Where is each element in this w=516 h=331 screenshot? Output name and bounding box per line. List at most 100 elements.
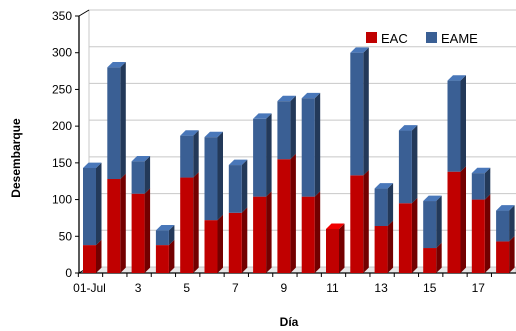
bar-eame-1	[83, 167, 96, 246]
bar-eac-13-side	[387, 220, 394, 273]
legend: EAC EAME	[366, 31, 478, 46]
x-tick-label: 7	[232, 281, 239, 295]
y-tick-label: 250	[52, 82, 72, 96]
x-tick-label: 5	[183, 281, 190, 295]
x-tick-label: 3	[135, 281, 142, 295]
bar-eame-18-side	[509, 205, 515, 242]
bar-eame-5-top	[180, 130, 199, 136]
bar-eac-4-side	[168, 239, 175, 273]
bar-eame-1-side	[96, 162, 102, 246]
bar-eame-9-side	[290, 95, 296, 160]
bar-eac-10-side	[314, 191, 321, 273]
bar-eame-10-side	[314, 92, 321, 197]
y-tick-labels: 0 50 100 150 200 250 300 350	[52, 9, 72, 280]
bar-eac-14	[398, 203, 412, 273]
bar-eame-9	[277, 101, 291, 160]
x-tick-label: 11	[326, 281, 339, 295]
bar-eame-18-top	[496, 205, 515, 211]
bar-eame-14-top	[398, 125, 418, 131]
bar-eame-14	[398, 130, 412, 204]
x-tick-label: 9	[281, 281, 288, 295]
bar-eame-3-side	[144, 155, 151, 194]
bar-eac-3-side	[144, 188, 151, 273]
bar-eame-8-side	[266, 113, 272, 197]
bar-eac-14-side	[411, 197, 418, 273]
y-tick-label: 50	[59, 229, 73, 243]
bar-eac-7	[228, 212, 242, 273]
bar-eame-3	[131, 161, 145, 194]
x-tick-label: 13	[374, 281, 388, 295]
bar-eac-11	[326, 228, 339, 273]
bar-eac-9	[277, 159, 291, 273]
legend-swatch-eac	[366, 32, 377, 43]
bar-eac-15	[423, 248, 437, 273]
bar-eame-4-top	[155, 225, 175, 231]
bar-eame-2	[107, 67, 121, 180]
bar-eac-2-side	[120, 173, 126, 273]
bar-eac-17	[471, 199, 485, 273]
bar-eame-6	[204, 137, 218, 221]
bars	[83, 47, 515, 273]
bar-eame-15-top	[423, 195, 442, 202]
x-tick-label: 01-Jul	[73, 281, 106, 295]
bar-eame-5	[180, 135, 194, 178]
bar-eac-3	[131, 193, 145, 273]
bar-eame-2-top	[107, 62, 126, 68]
bar-eac-8-side	[266, 191, 272, 273]
bar-eame-17	[471, 173, 485, 200]
bar-eame-18	[496, 210, 510, 242]
bar-eame-5-side	[193, 130, 199, 178]
bar-eame-13-top	[374, 183, 394, 189]
x-tick-labels: 01-Jul 3 5 7 9 11 13 15 17	[73, 281, 485, 295]
bar-eac-5	[180, 177, 194, 273]
y-tick-label: 0	[65, 266, 72, 280]
y-tick-label: 350	[52, 9, 72, 23]
bar-eame-12-side	[363, 47, 369, 176]
legend-label-eac: EAC	[381, 31, 408, 46]
bar-eac-18	[496, 241, 510, 273]
bar-eame-7-top	[228, 159, 248, 166]
bar-eame-15	[423, 201, 437, 249]
bar-eame-17-side	[484, 167, 491, 200]
bar-eac-18-side	[509, 236, 515, 273]
bar-eame-3-top	[131, 155, 151, 162]
bar-eame-8	[253, 118, 267, 197]
bar-eac-4	[155, 245, 169, 273]
bar-eame-12	[350, 52, 364, 176]
bar-eame-13	[374, 188, 388, 227]
x-axis-title: Día	[280, 315, 299, 329]
bar-eame-14-side	[411, 125, 418, 204]
bar-eac-1	[83, 245, 96, 273]
bar-eame-6-side	[217, 131, 223, 221]
bar-eac-2	[107, 179, 121, 273]
bar-eac-17-side	[484, 194, 491, 273]
bar-eac-6	[204, 220, 218, 273]
bar-eame-13-side	[387, 183, 394, 227]
bar-eac-12-side	[363, 169, 369, 273]
bar-eac-15-side	[436, 242, 442, 273]
bar-eac-1-side	[96, 239, 102, 273]
bar-eame-10-top	[301, 92, 321, 99]
bar-eac-10	[301, 196, 315, 273]
bar-eac-6-side	[217, 214, 223, 273]
x-tick-label: 15	[423, 281, 437, 295]
bar-eame-4	[155, 230, 169, 246]
bar-eac-11-top	[326, 223, 345, 229]
bar-eame-2-side	[120, 62, 126, 180]
bar-eame-15-side	[436, 195, 442, 249]
bar-eame-4-side	[168, 225, 175, 246]
bar-eame-9-top	[277, 95, 296, 102]
bar-eac-5-side	[193, 172, 199, 273]
bar-eame-1-top	[83, 162, 102, 168]
y-axis-title: Desembarque	[9, 118, 23, 198]
bar-eac-13	[374, 226, 388, 273]
bar-eame-16-top	[447, 75, 466, 81]
bar-eame-10	[301, 98, 315, 197]
bar-eac-12	[350, 175, 364, 273]
bar-eame-16-side	[460, 75, 466, 172]
bar-eame-8-top	[253, 113, 272, 119]
bar-eac-9-side	[290, 153, 296, 273]
bar-eame-6-top	[204, 131, 223, 138]
y-tick-label: 100	[52, 193, 72, 207]
